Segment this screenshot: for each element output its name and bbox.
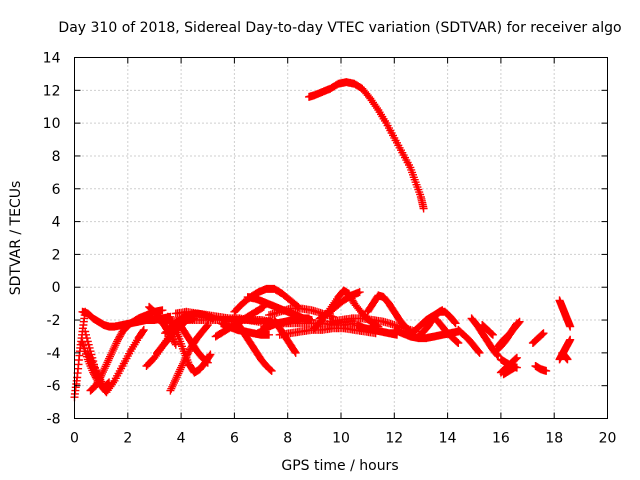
data-point-markers	[353, 321, 401, 339]
series-arc-33	[414, 307, 460, 341]
series-arc-43	[528, 329, 548, 347]
data-point-markers	[531, 362, 551, 375]
x-tick-label: 0	[70, 431, 79, 447]
series-arc-19	[230, 314, 276, 375]
data-point-markers	[432, 316, 463, 347]
series-arc-45	[555, 296, 575, 331]
x-tick-label: 20	[599, 431, 617, 447]
series-arc-47	[558, 348, 572, 364]
data-point-markers	[528, 329, 548, 347]
series-arc-34	[432, 316, 463, 347]
x-tick-label: 10	[332, 431, 350, 447]
data-point-markers	[494, 317, 524, 351]
chart-title: Day 310 of 2018, Sidereal Day-to-day VTE…	[58, 20, 621, 36]
series-arc-42	[499, 363, 519, 379]
series-arc-37	[478, 321, 497, 339]
data-point-markers	[555, 296, 575, 331]
x-tick-label: 12	[385, 431, 403, 447]
y-tick-label: 2	[52, 247, 61, 263]
y-tick-label: -8	[47, 412, 61, 428]
x-tick-label: 6	[230, 431, 239, 447]
data-point-markers	[558, 348, 572, 364]
data-points	[70, 78, 575, 402]
x-tick-label: 14	[439, 431, 457, 447]
series-arc-1	[305, 78, 428, 213]
series-arc-29	[353, 321, 401, 339]
data-point-markers	[363, 291, 415, 336]
y-tick-label: 4	[52, 215, 61, 231]
y-tick-label: -6	[47, 379, 61, 395]
series-arc-14	[177, 322, 212, 367]
grid-lines	[74, 57, 608, 419]
x-tick-label: 4	[177, 431, 186, 447]
x-tick-label: 2	[123, 431, 132, 447]
series-arc-12	[166, 321, 212, 395]
data-point-markers	[315, 288, 364, 323]
x-tick-label: 18	[545, 431, 563, 447]
y-tick-label: -2	[47, 313, 61, 329]
data-point-markers	[496, 353, 521, 377]
y-tick-label: 10	[43, 116, 61, 132]
data-point-markers	[166, 321, 212, 395]
y-tick-label: 0	[52, 280, 61, 296]
data-point-markers	[478, 321, 497, 339]
data-point-markers	[177, 322, 212, 367]
x-axis-label: GPS time / hours	[281, 458, 398, 474]
x-tick-label: 16	[492, 431, 510, 447]
y-axis-label: SDTVAR / TECUs	[8, 181, 24, 296]
data-point-markers	[454, 325, 484, 357]
data-point-markers	[414, 307, 460, 341]
y-tick-label: 8	[52, 149, 61, 165]
series-arc-30	[363, 291, 415, 336]
x-tick-label: 8	[283, 431, 292, 447]
y-tick-label: 6	[52, 182, 61, 198]
series-arc-27	[315, 288, 364, 323]
series-arc-39	[494, 317, 524, 351]
series-arc-41	[496, 353, 521, 377]
data-point-markers	[230, 314, 276, 375]
y-tick-label: 12	[43, 83, 61, 99]
series-arc-44	[531, 362, 551, 375]
y-tick-label: -4	[47, 346, 61, 362]
y-tick-label: 14	[43, 51, 61, 67]
data-point-markers	[499, 363, 519, 379]
series-arc-35	[454, 325, 484, 357]
data-point-markers	[305, 78, 428, 213]
